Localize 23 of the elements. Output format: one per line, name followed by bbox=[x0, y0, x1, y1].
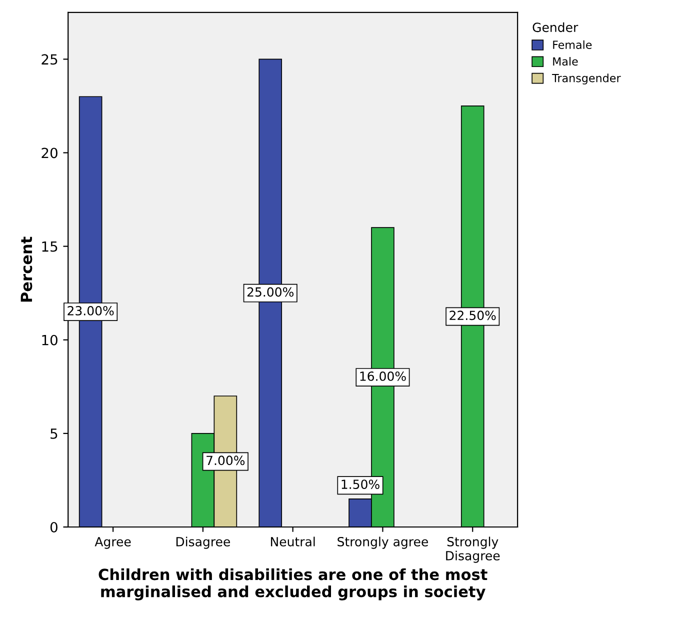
x-tick-label: Strongly Disagree bbox=[446, 536, 500, 563]
legend-label: Female bbox=[553, 40, 592, 49]
y-tick-label: 15 bbox=[42, 241, 58, 252]
x-tick-label: Disagree bbox=[176, 536, 230, 549]
data-label: 16.00% bbox=[360, 371, 406, 381]
legend-label: Transgender bbox=[552, 74, 621, 84]
y-tick-label: 0 bbox=[50, 522, 58, 532]
x-tick-label: Agree bbox=[94, 537, 131, 549]
data-label: 23.00% bbox=[68, 306, 114, 316]
y-tick-label: 5 bbox=[50, 428, 58, 439]
data-label: 7.00% bbox=[206, 456, 245, 466]
y-tick-label: 25 bbox=[42, 54, 58, 65]
legend-title: Gender bbox=[532, 22, 578, 32]
y-axis-title: Percent bbox=[20, 236, 32, 302]
x-tick-label: Strongly agree bbox=[338, 536, 428, 549]
x-tick-label: Neutral bbox=[270, 536, 315, 546]
legend-label: Male bbox=[553, 57, 578, 66]
data-label: 1.50% bbox=[342, 480, 380, 490]
x-axis-title: Children with disabilities are one of the most marginalised and excluded groups in society bbox=[98, 568, 488, 600]
data-label: 22.50% bbox=[450, 310, 496, 320]
data-label: 25.00% bbox=[247, 287, 294, 297]
y-tick-label: 20 bbox=[42, 148, 58, 158]
y-tick-label: 10 bbox=[42, 334, 58, 346]
